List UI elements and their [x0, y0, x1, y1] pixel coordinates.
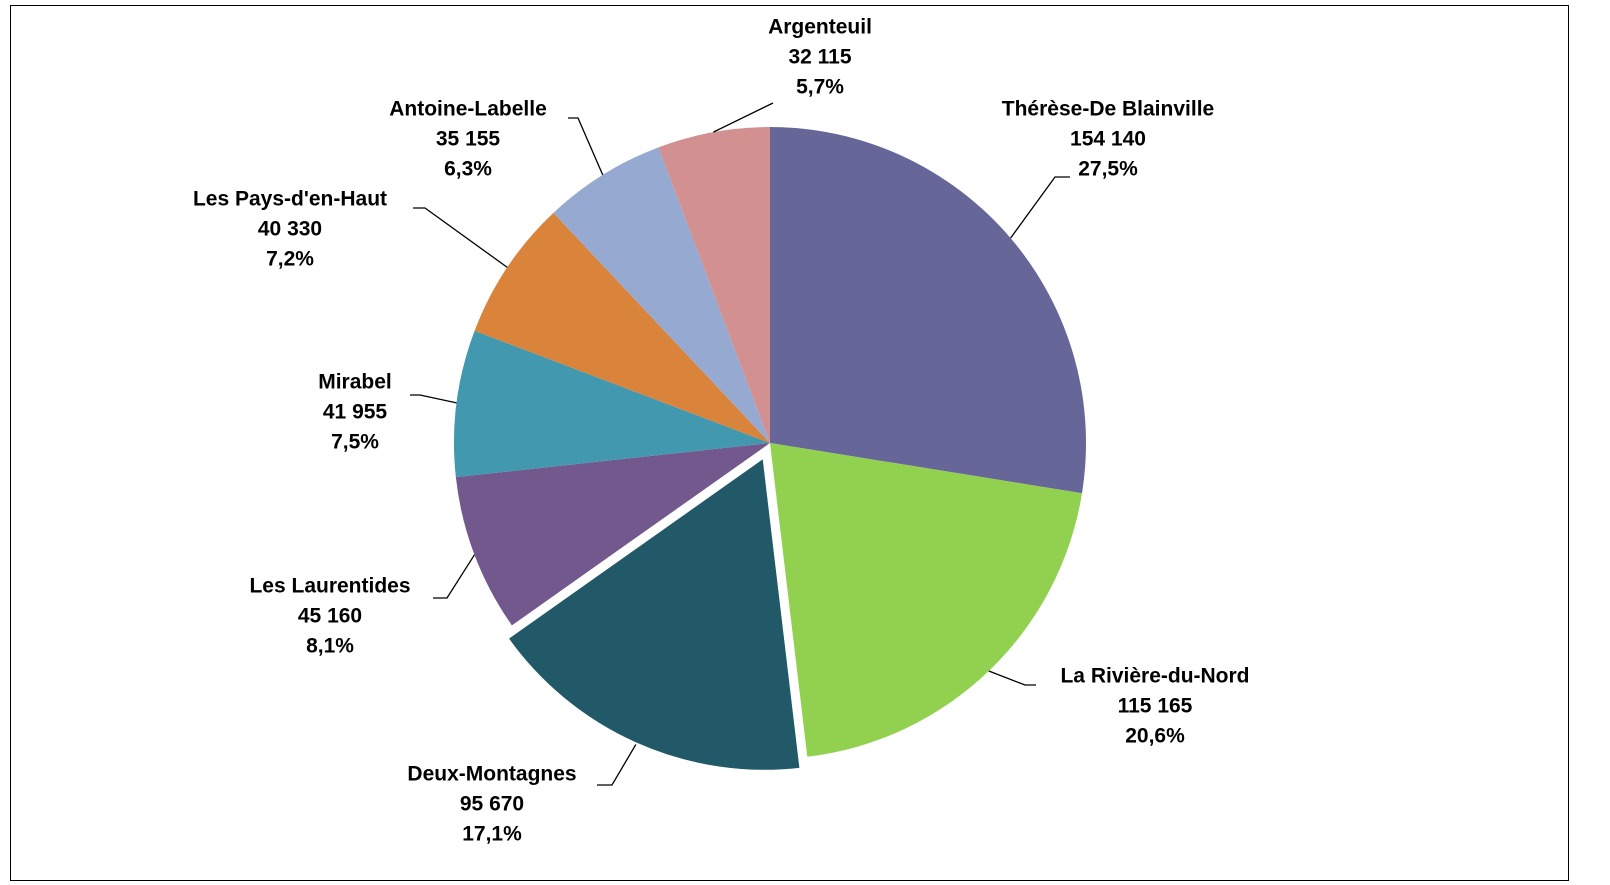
percent-label: 8,1% [306, 635, 354, 658]
pie-slice [503, 452, 804, 774]
leader-line [713, 102, 774, 133]
slice-label: Antoine-Labelle [389, 98, 547, 121]
percent-label: 7,2% [266, 248, 314, 271]
value-label: 45 160 [298, 605, 362, 628]
percent-label: 6,3% [444, 158, 492, 181]
slice-label: Les Pays-d'en-Haut [193, 188, 387, 211]
value-label: 115 165 [1118, 695, 1193, 718]
slice-label: Les Laurentides [249, 575, 410, 598]
pie-slice [658, 127, 770, 443]
slice-label: Deux-Montagnes [407, 763, 576, 786]
pie-slice [474, 212, 770, 443]
leader-line [597, 744, 637, 786]
leader-line [410, 394, 457, 404]
percent-label: 27,5% [1078, 158, 1138, 181]
value-label: 35 155 [436, 128, 501, 151]
value-label: 41 955 [323, 401, 388, 424]
value-label: 32 115 [788, 46, 851, 69]
percent-label: 7,5% [331, 431, 379, 454]
pie-slice [553, 147, 770, 443]
pie-slice [770, 443, 1082, 757]
pie-slice [454, 330, 770, 478]
slice-label: Mirabel [318, 371, 392, 394]
slice-label: La Rivière-du-Nord [1060, 665, 1249, 688]
percent-label: 5,7% [796, 76, 844, 99]
percent-label: 20,6% [1125, 725, 1185, 748]
leader-line [1010, 176, 1070, 239]
pie-slice [770, 127, 1086, 494]
slice-label: Thérèse-De Blainville [1002, 98, 1214, 121]
value-label: 95 670 [460, 793, 524, 816]
value-label: 154 140 [1070, 128, 1146, 151]
pie-slice [455, 443, 770, 626]
slice-label: Argenteuil [768, 16, 872, 39]
leader-line [433, 554, 475, 599]
value-label: 40 330 [258, 218, 322, 241]
leader-line [988, 670, 1036, 686]
percent-label: 17,1% [462, 823, 522, 846]
leader-line [413, 207, 508, 268]
leader-line [568, 117, 604, 176]
